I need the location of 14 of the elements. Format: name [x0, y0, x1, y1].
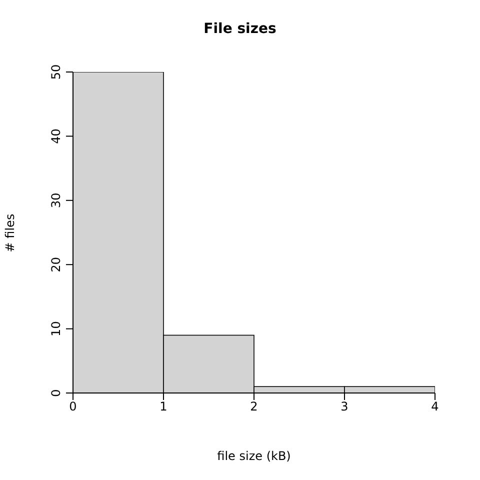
y-tick-label: 40: [49, 128, 63, 144]
x-tick-label: 4: [431, 400, 439, 414]
y-tick-label: 30: [49, 192, 63, 208]
x-tick-label: 2: [250, 400, 258, 414]
x-tick-label: 0: [69, 400, 77, 414]
y-tick-label: 0: [49, 389, 63, 397]
x-axis-title: file size (kB): [216, 449, 292, 463]
x-tick-label: 3: [340, 400, 348, 414]
y-tick-label: 50: [49, 64, 63, 80]
y-tick-label: 20: [49, 256, 63, 272]
y-tick-label: 10: [49, 321, 63, 336]
y-axis-title: # files: [3, 213, 17, 252]
chart-title: File sizes: [202, 21, 278, 37]
x-tick-label: 1: [160, 400, 168, 414]
